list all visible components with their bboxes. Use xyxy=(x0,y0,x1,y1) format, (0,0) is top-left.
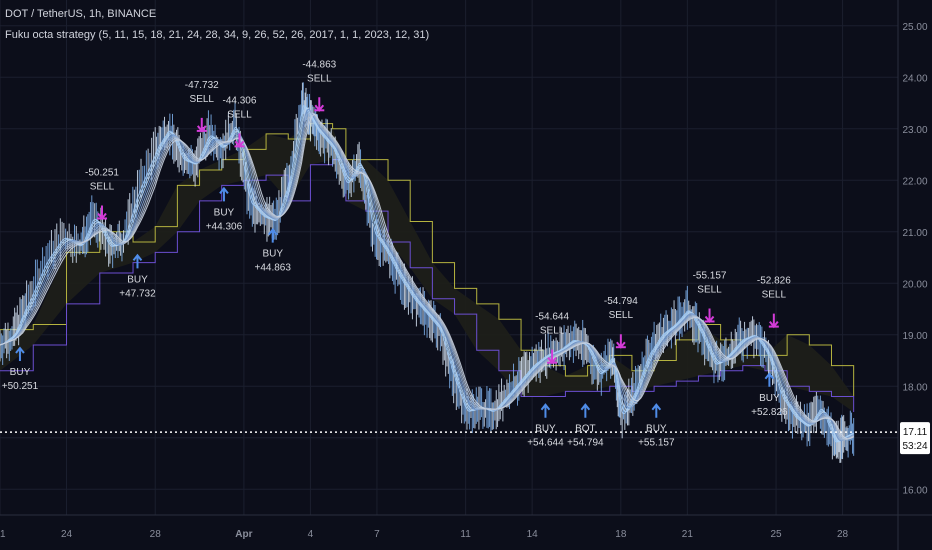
ribbon-ma-line xyxy=(0,114,854,440)
buy-profit-label: +44.306 xyxy=(206,221,243,232)
buy-label: BUY xyxy=(646,424,667,435)
buy-signal: BUY +44.306 xyxy=(206,186,243,232)
buy-label: BUY xyxy=(759,393,780,404)
ribbon-ma-line xyxy=(0,104,854,443)
buy-profit-label: +55.157 xyxy=(638,438,675,449)
bar-countdown: 53:24 xyxy=(902,441,927,452)
ribbon-ma-line xyxy=(0,107,854,442)
sell-signal: -44.863 SELL xyxy=(302,59,337,112)
buy-profit-label: +54.794 xyxy=(567,438,604,449)
y-tick-label: 21.00 xyxy=(902,228,927,239)
sell-profit-label: -52.826 xyxy=(757,276,791,287)
sell-signal: -54.644 SELL xyxy=(535,312,569,365)
buy-profit-label: +44.863 xyxy=(255,263,292,274)
x-tick-label: 21 xyxy=(0,529,6,540)
x-tick-label: 11 xyxy=(460,529,471,540)
buy-label: BOT xyxy=(575,424,596,435)
ribbon-ma-line xyxy=(0,112,854,440)
x-tick-label: 28 xyxy=(150,529,162,540)
x-tick-label: 28 xyxy=(837,529,849,540)
sell-profit-label: -47.732 xyxy=(185,80,219,91)
x-tick-label: 21 xyxy=(682,529,694,540)
buy-profit-label: +47.732 xyxy=(119,288,156,299)
ribbon-ma-line xyxy=(0,110,854,441)
ribbon-ma-line xyxy=(0,111,854,441)
current-price-badge xyxy=(900,422,930,455)
y-tick-label: 23.00 xyxy=(902,125,927,136)
x-tick-label: 14 xyxy=(527,529,539,540)
buy-label: BUY xyxy=(262,249,283,260)
sell-profit-label: -44.863 xyxy=(302,59,336,70)
ribbon-ma-line xyxy=(0,108,854,442)
buy-signal: BUY +54.644 xyxy=(527,403,564,449)
x-tick-label: 18 xyxy=(615,529,627,540)
sell-signal: -52.826 SELL xyxy=(757,276,791,329)
indicator-legend[interactable]: Fuku octa strategy (5, 11, 15, 18, 21, 2… xyxy=(5,29,430,41)
ribbon-ma-line xyxy=(0,106,854,443)
y-tick-label: 18.00 xyxy=(902,382,927,393)
buy-arrow-icon xyxy=(219,186,229,202)
buy-arrow-icon xyxy=(580,403,591,418)
sell-profit-label: -50.251 xyxy=(85,167,119,178)
y-tick-label: 24.00 xyxy=(902,73,927,84)
cloud-upper-line xyxy=(0,123,855,397)
y-tick-label: 22.00 xyxy=(902,176,927,187)
sell-label: SELL xyxy=(90,181,115,192)
sell-label: SELL xyxy=(609,310,634,321)
buy-arrow-icon xyxy=(540,403,551,418)
sell-profit-label: -55.157 xyxy=(693,270,727,281)
buy-signal: BUY +52.826 xyxy=(751,372,788,418)
sell-label: SELL xyxy=(697,284,722,295)
current-price-value: 17.11 xyxy=(903,427,928,438)
buy-signal: BUY +44.863 xyxy=(255,227,292,274)
buy-signal: BOT +54.794 xyxy=(567,403,604,449)
buy-arrow-icon xyxy=(267,227,278,243)
symbol-title[interactable]: DOT / TetherUS, 1h, BINANCE xyxy=(5,8,157,20)
x-tick-label: 4 xyxy=(308,529,314,540)
sell-profit-label: -54.644 xyxy=(535,312,569,323)
sell-signal: -44.306 SELL xyxy=(223,95,257,148)
buy-signal: BUY +50.251 xyxy=(2,346,39,392)
buy-label: BUY xyxy=(214,207,235,218)
sell-signal: -47.732 SELL xyxy=(185,80,219,133)
buy-profit-label: +52.826 xyxy=(751,407,788,418)
x-tick-label: 25 xyxy=(770,529,782,540)
sell-label: SELL xyxy=(540,326,565,337)
y-tick-label: 16.00 xyxy=(902,485,927,496)
buy-arrow-icon xyxy=(132,253,143,269)
sell-profit-label: -54.794 xyxy=(604,296,638,307)
x-tick-label: 24 xyxy=(61,529,73,540)
x-tick-label: Apr xyxy=(235,529,252,540)
buy-label: BUY xyxy=(10,367,31,378)
buy-profit-label: +54.644 xyxy=(527,438,564,449)
sell-label: SELL xyxy=(227,109,252,120)
buy-arrow-icon xyxy=(15,346,25,362)
buy-label: BUY xyxy=(535,424,556,435)
buy-arrow-icon xyxy=(651,403,662,418)
sell-signal: -50.251 SELL xyxy=(85,167,119,221)
sell-signal: -54.794 SELL xyxy=(604,296,638,349)
y-tick-label: 19.00 xyxy=(902,331,927,342)
buy-arrow-icon xyxy=(764,372,775,387)
sell-signal: -55.157 SELL xyxy=(693,270,727,324)
x-tick-label: 7 xyxy=(374,529,380,540)
buy-signal: BUY +55.157 xyxy=(638,403,675,449)
y-tick-label: 20.00 xyxy=(902,279,927,290)
sell-label: SELL xyxy=(762,290,787,301)
buy-label: BUY xyxy=(127,274,148,285)
sell-profit-label: -44.306 xyxy=(223,95,257,106)
buy-profit-label: +50.251 xyxy=(2,381,39,392)
sell-label: SELL xyxy=(190,94,215,105)
sell-label: SELL xyxy=(307,73,332,84)
buy-signal: BUY +47.732 xyxy=(119,253,156,299)
y-tick-label: 25.00 xyxy=(902,22,927,33)
